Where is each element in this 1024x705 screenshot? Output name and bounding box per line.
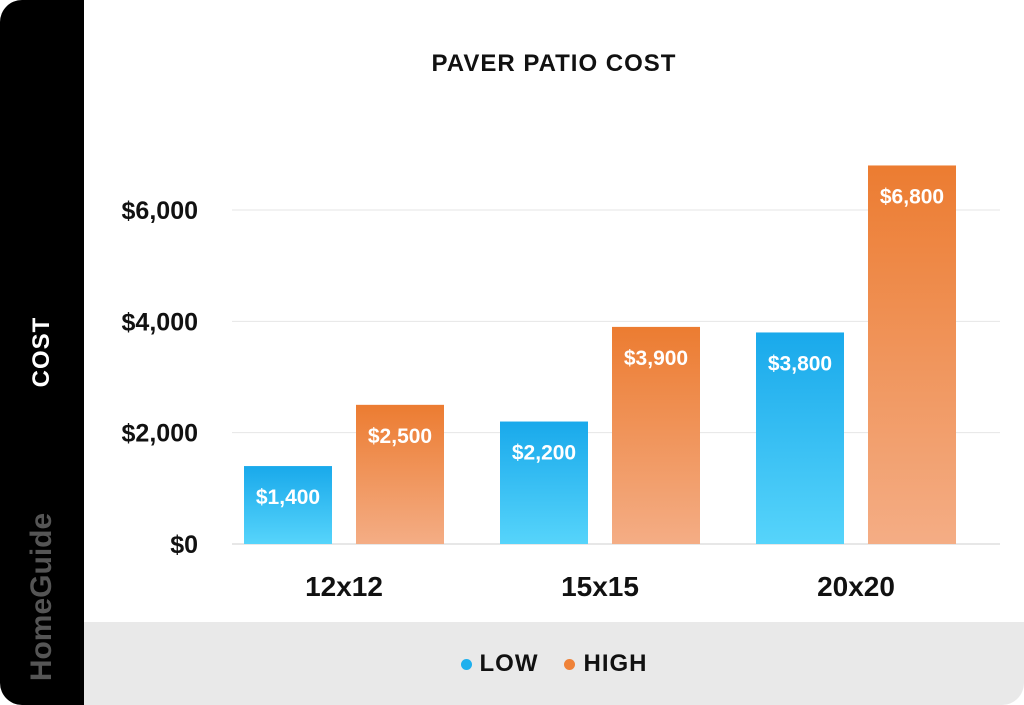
bar-chart: $0 $2,000 $4,000 $6,000 $1,400 $2,500 12x12 $2,… — [122, 165, 1000, 602]
bar-high-12x12 — [356, 404, 444, 544]
data-label: $1,400 — [256, 486, 320, 509]
x-tick-label: 15x15 — [561, 571, 639, 602]
y-tick-label: $0 — [170, 531, 198, 559]
bar-high-20x20 — [868, 165, 956, 544]
data-label: $2,500 — [368, 425, 432, 448]
legend: LOW HIGH — [84, 650, 1024, 678]
bar-low-12x12 — [244, 466, 332, 544]
y-tick-label: $4,000 — [122, 308, 198, 336]
side-bar: COST HomeGuide — [0, 0, 84, 705]
legend-label: LOW — [479, 650, 539, 677]
legend-item-low: LOW — [460, 650, 539, 678]
bar-high-15x15 — [612, 326, 700, 544]
x-tick-label: 20x20 — [817, 571, 895, 602]
bar-low-20x20 — [756, 332, 844, 544]
data-label: $3,800 — [768, 352, 832, 375]
legend-marker — [564, 658, 576, 670]
bar-low-15x15 — [500, 421, 588, 544]
chart-title: PAVER PATIO COST — [431, 50, 677, 77]
data-label: $2,200 — [512, 442, 576, 465]
legend-bar: LOW HIGH — [84, 622, 1024, 705]
legend-label: HIGH — [583, 650, 648, 677]
y-tick-label: $6,000 — [122, 197, 198, 225]
x-tick-label: 12x12 — [305, 571, 383, 602]
data-label: $3,900 — [624, 347, 688, 370]
y-tick-label: $2,000 — [122, 420, 198, 448]
legend-marker — [460, 658, 472, 670]
data-label: $6,800 — [880, 185, 944, 208]
legend-item-high: HIGH — [564, 650, 647, 678]
